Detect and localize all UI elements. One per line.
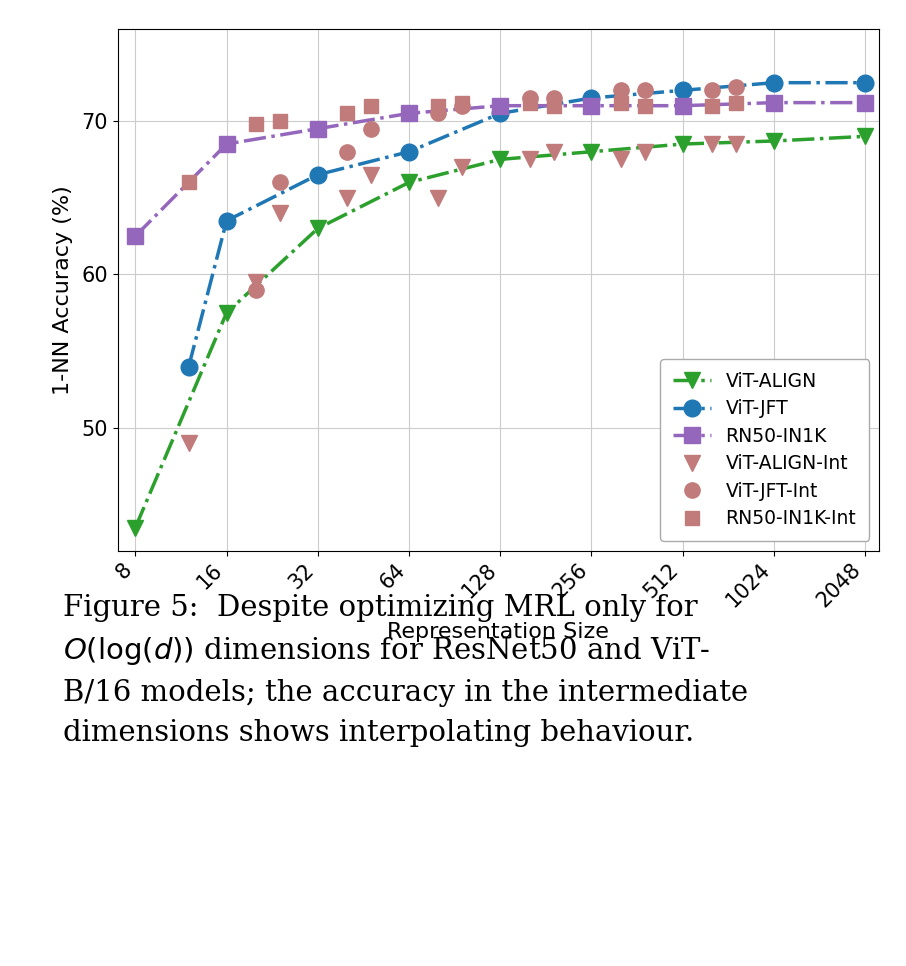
ViT-ALIGN xyxy=(313,222,323,234)
Line: ViT-JFT-Int: ViT-JFT-Int xyxy=(248,79,744,298)
RN50-IN1K xyxy=(860,97,871,108)
ViT-ALIGN-Int xyxy=(730,138,741,150)
ViT-ALIGN-Int xyxy=(457,161,467,173)
ViT-ALIGN xyxy=(495,154,506,165)
ViT-JFT-Int xyxy=(342,146,352,157)
ViT-JFT xyxy=(768,77,779,89)
RN50-IN1K xyxy=(403,107,414,119)
ViT-JFT xyxy=(221,215,232,227)
ViT-JFT-Int xyxy=(730,81,741,93)
ViT-JFT-Int xyxy=(525,92,535,103)
ViT-ALIGN-Int xyxy=(433,192,444,204)
Line: RN50-IN1K-Int: RN50-IN1K-Int xyxy=(182,96,743,189)
ViT-JFT xyxy=(495,107,506,119)
ViT-JFT xyxy=(403,146,414,157)
ViT-JFT-Int xyxy=(250,284,261,296)
Text: Figure 5:  Despite optimizing MRL only for
$O(\log(d))$ dimensions for ResNet50 : Figure 5: Despite optimizing MRL only fo… xyxy=(63,594,748,748)
ViT-ALIGN-Int xyxy=(615,154,626,165)
RN50-IN1K xyxy=(768,97,779,108)
ViT-JFT xyxy=(678,85,689,97)
ViT-ALIGN-Int xyxy=(525,154,535,165)
RN50-IN1K xyxy=(495,99,506,111)
RN50-IN1K xyxy=(130,230,140,242)
RN50-IN1K-Int xyxy=(433,99,444,111)
ViT-JFT-Int xyxy=(275,177,285,188)
ViT-JFT xyxy=(313,169,323,181)
ViT-JFT xyxy=(586,92,597,103)
ViT-JFT-Int xyxy=(548,92,559,103)
ViT-ALIGN xyxy=(860,130,871,142)
RN50-IN1K-Int xyxy=(548,99,559,111)
Line: ViT-ALIGN: ViT-ALIGN xyxy=(127,128,873,536)
RN50-IN1K-Int xyxy=(525,97,535,108)
RN50-IN1K-Int xyxy=(342,107,352,119)
ViT-ALIGN xyxy=(221,307,232,319)
RN50-IN1K xyxy=(221,138,232,150)
ViT-ALIGN xyxy=(403,177,414,188)
Line: ViT-JFT: ViT-JFT xyxy=(180,74,873,375)
RN50-IN1K xyxy=(678,99,689,111)
ViT-JFT-Int xyxy=(640,85,651,97)
RN50-IN1K-Int xyxy=(275,115,285,127)
Legend: ViT-ALIGN, ViT-JFT, RN50-IN1K, ViT-ALIGN-Int, ViT-JFT-Int, RN50-IN1K-Int: ViT-ALIGN, ViT-JFT, RN50-IN1K, ViT-ALIGN… xyxy=(660,358,870,541)
ViT-ALIGN-Int xyxy=(707,138,718,150)
ViT-ALIGN-Int xyxy=(275,208,285,219)
RN50-IN1K xyxy=(313,123,323,134)
ViT-JFT xyxy=(860,77,871,89)
ViT-ALIGN-Int xyxy=(548,146,559,157)
ViT-ALIGN xyxy=(586,146,597,157)
RN50-IN1K-Int xyxy=(183,177,194,188)
RN50-IN1K xyxy=(586,99,597,111)
RN50-IN1K-Int xyxy=(250,118,261,129)
ViT-JFT-Int xyxy=(366,123,377,134)
RN50-IN1K-Int xyxy=(615,97,626,108)
ViT-ALIGN xyxy=(678,138,689,150)
ViT-JFT-Int xyxy=(707,85,718,97)
X-axis label: Representation Size: Representation Size xyxy=(388,622,609,642)
ViT-ALIGN-Int xyxy=(342,192,352,204)
RN50-IN1K-Int xyxy=(457,97,467,108)
ViT-ALIGN xyxy=(768,135,779,147)
ViT-ALIGN xyxy=(130,522,140,533)
ViT-ALIGN-Int xyxy=(183,438,194,449)
ViT-ALIGN-Int xyxy=(366,169,377,181)
ViT-JFT-Int xyxy=(433,107,444,119)
ViT-ALIGN-Int xyxy=(250,276,261,288)
RN50-IN1K-Int xyxy=(707,99,718,111)
ViT-JFT-Int xyxy=(615,85,626,97)
RN50-IN1K-Int xyxy=(366,99,377,111)
ViT-JFT-Int xyxy=(457,99,467,111)
Line: RN50-IN1K: RN50-IN1K xyxy=(127,95,873,244)
RN50-IN1K-Int xyxy=(730,97,741,108)
Y-axis label: 1-NN Accuracy (%): 1-NN Accuracy (%) xyxy=(53,185,73,395)
Line: ViT-ALIGN-Int: ViT-ALIGN-Int xyxy=(181,136,744,451)
RN50-IN1K-Int xyxy=(640,99,651,111)
ViT-ALIGN-Int xyxy=(640,146,651,157)
ViT-JFT xyxy=(183,360,194,372)
